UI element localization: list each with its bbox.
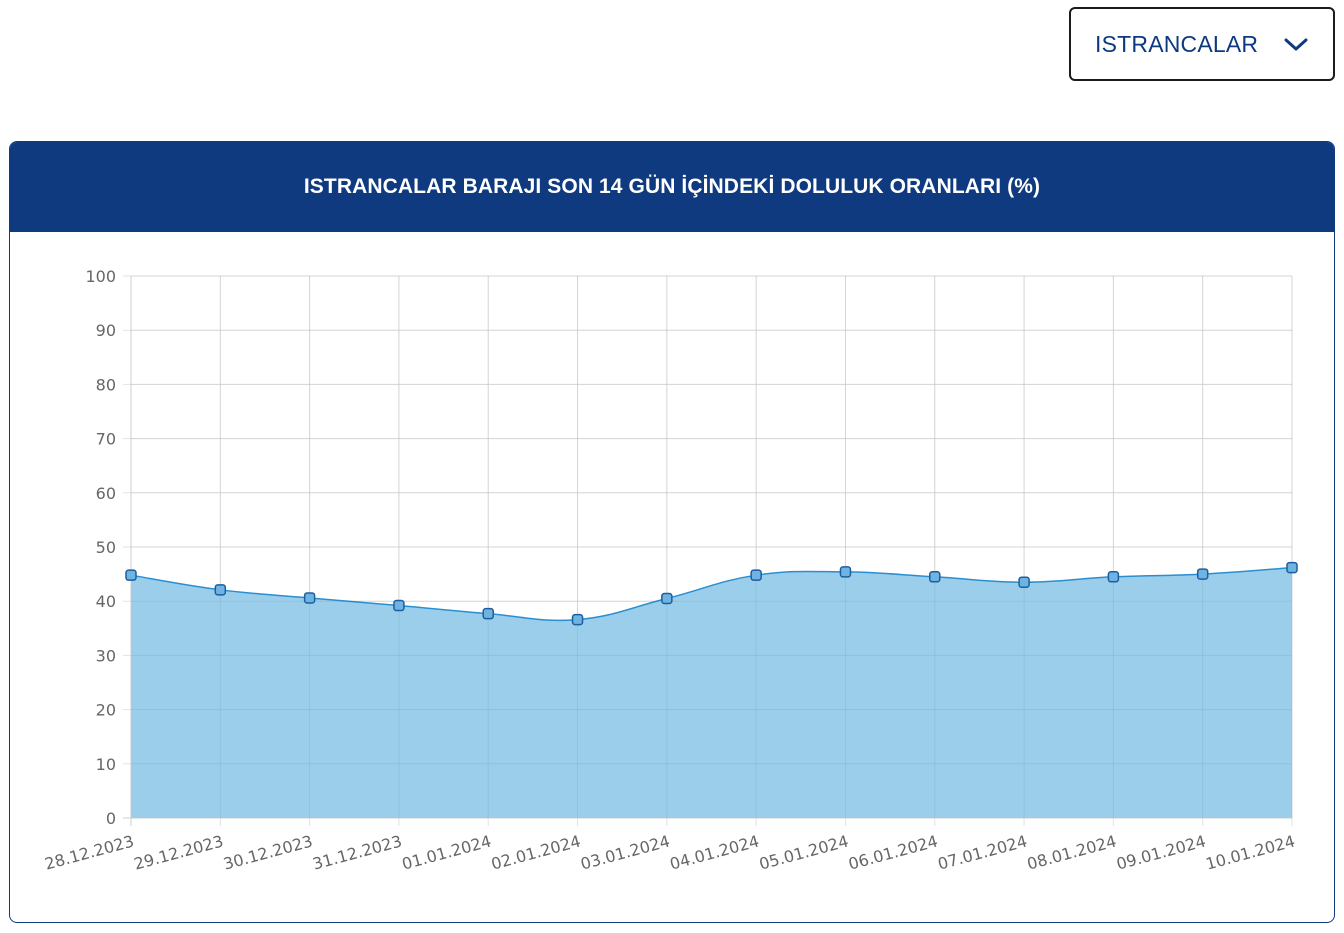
y-tick-label: 60 [96,484,116,503]
dam-selector-dropdown[interactable]: ISTRANCALAR [1069,7,1335,81]
y-tick-label: 20 [96,701,116,720]
x-tick-label: 09.01.2024 [1114,832,1207,874]
x-tick-label: 05.01.2024 [757,832,850,874]
chart-area-layer [130,275,1293,818]
x-tick-label: 30.12.2023 [221,832,314,874]
x-tick-label: 04.01.2024 [668,832,761,874]
x-tick-label: 31.12.2023 [311,832,404,874]
series-line [130,566,1293,622]
data-point-07.01.2024[interactable] [1018,576,1030,588]
data-point-09.01.2024[interactable] [1196,568,1209,580]
chart-points [125,561,1298,626]
data-point-08.01.2024[interactable] [1107,571,1120,583]
chart-title: ISTRANCALAR BARAJI SON 14 GÜN İÇİNDEKİ D… [303,175,1041,198]
dam-selector-value: ISTRANCALAR [1095,30,1259,57]
data-point-05.01.2024[interactable] [839,566,852,578]
y-tick-label: 80 [96,375,116,394]
x-tick-label: 03.01.2024 [578,832,671,874]
data-point-03.01.2024[interactable] [661,592,673,605]
chart-card-header: ISTRANCALAR BARAJI SON 14 GÜN İÇİNDEKİ D… [10,142,1334,232]
y-tick-label: 10 [96,755,116,774]
x-tick-label: 10.01.2024 [1204,832,1297,874]
data-point-06.01.2024[interactable] [929,571,941,583]
x-tick-label: 01.01.2024 [400,832,493,874]
x-tick-label: 02.01.2024 [489,832,582,874]
data-point-31.12.2023[interactable] [393,599,405,612]
data-point-04.01.2024[interactable] [750,569,762,581]
x-tick-label: 06.01.2024 [846,832,939,874]
data-point-30.12.2023[interactable] [303,592,316,604]
x-tick-label: 08.01.2024 [1025,832,1118,874]
data-point-28.12.2023[interactable] [125,569,137,581]
x-tick-label: 07.01.2024 [936,832,1029,874]
y-tick-label: 30 [96,646,116,665]
y-tick-label: 40 [96,592,116,611]
y-tick-label: 90 [96,321,116,340]
y-tick-label: 0 [106,809,116,828]
x-tick-label: 28.12.2023 [43,832,136,874]
y-tick-label: 100 [85,267,116,286]
data-point-10.01.2024[interactable] [1286,561,1298,574]
x-axis-ticks: 28.12.202329.12.202330.12.202331.12.2023… [43,832,1297,874]
y-tick-label: 50 [96,538,116,557]
series-area [131,567,1292,818]
data-point-29.12.2023[interactable] [214,584,227,596]
data-point-01.01.2024[interactable] [482,607,494,620]
data-point-02.01.2024[interactable] [571,613,584,626]
y-tick-label: 70 [96,430,116,449]
y-axis-ticks: 0 10 20 30 40 50 60 70 80 90 100 [85,267,116,828]
x-tick-label: 29.12.2023 [132,832,225,874]
chevron-down-icon [1284,38,1308,51]
